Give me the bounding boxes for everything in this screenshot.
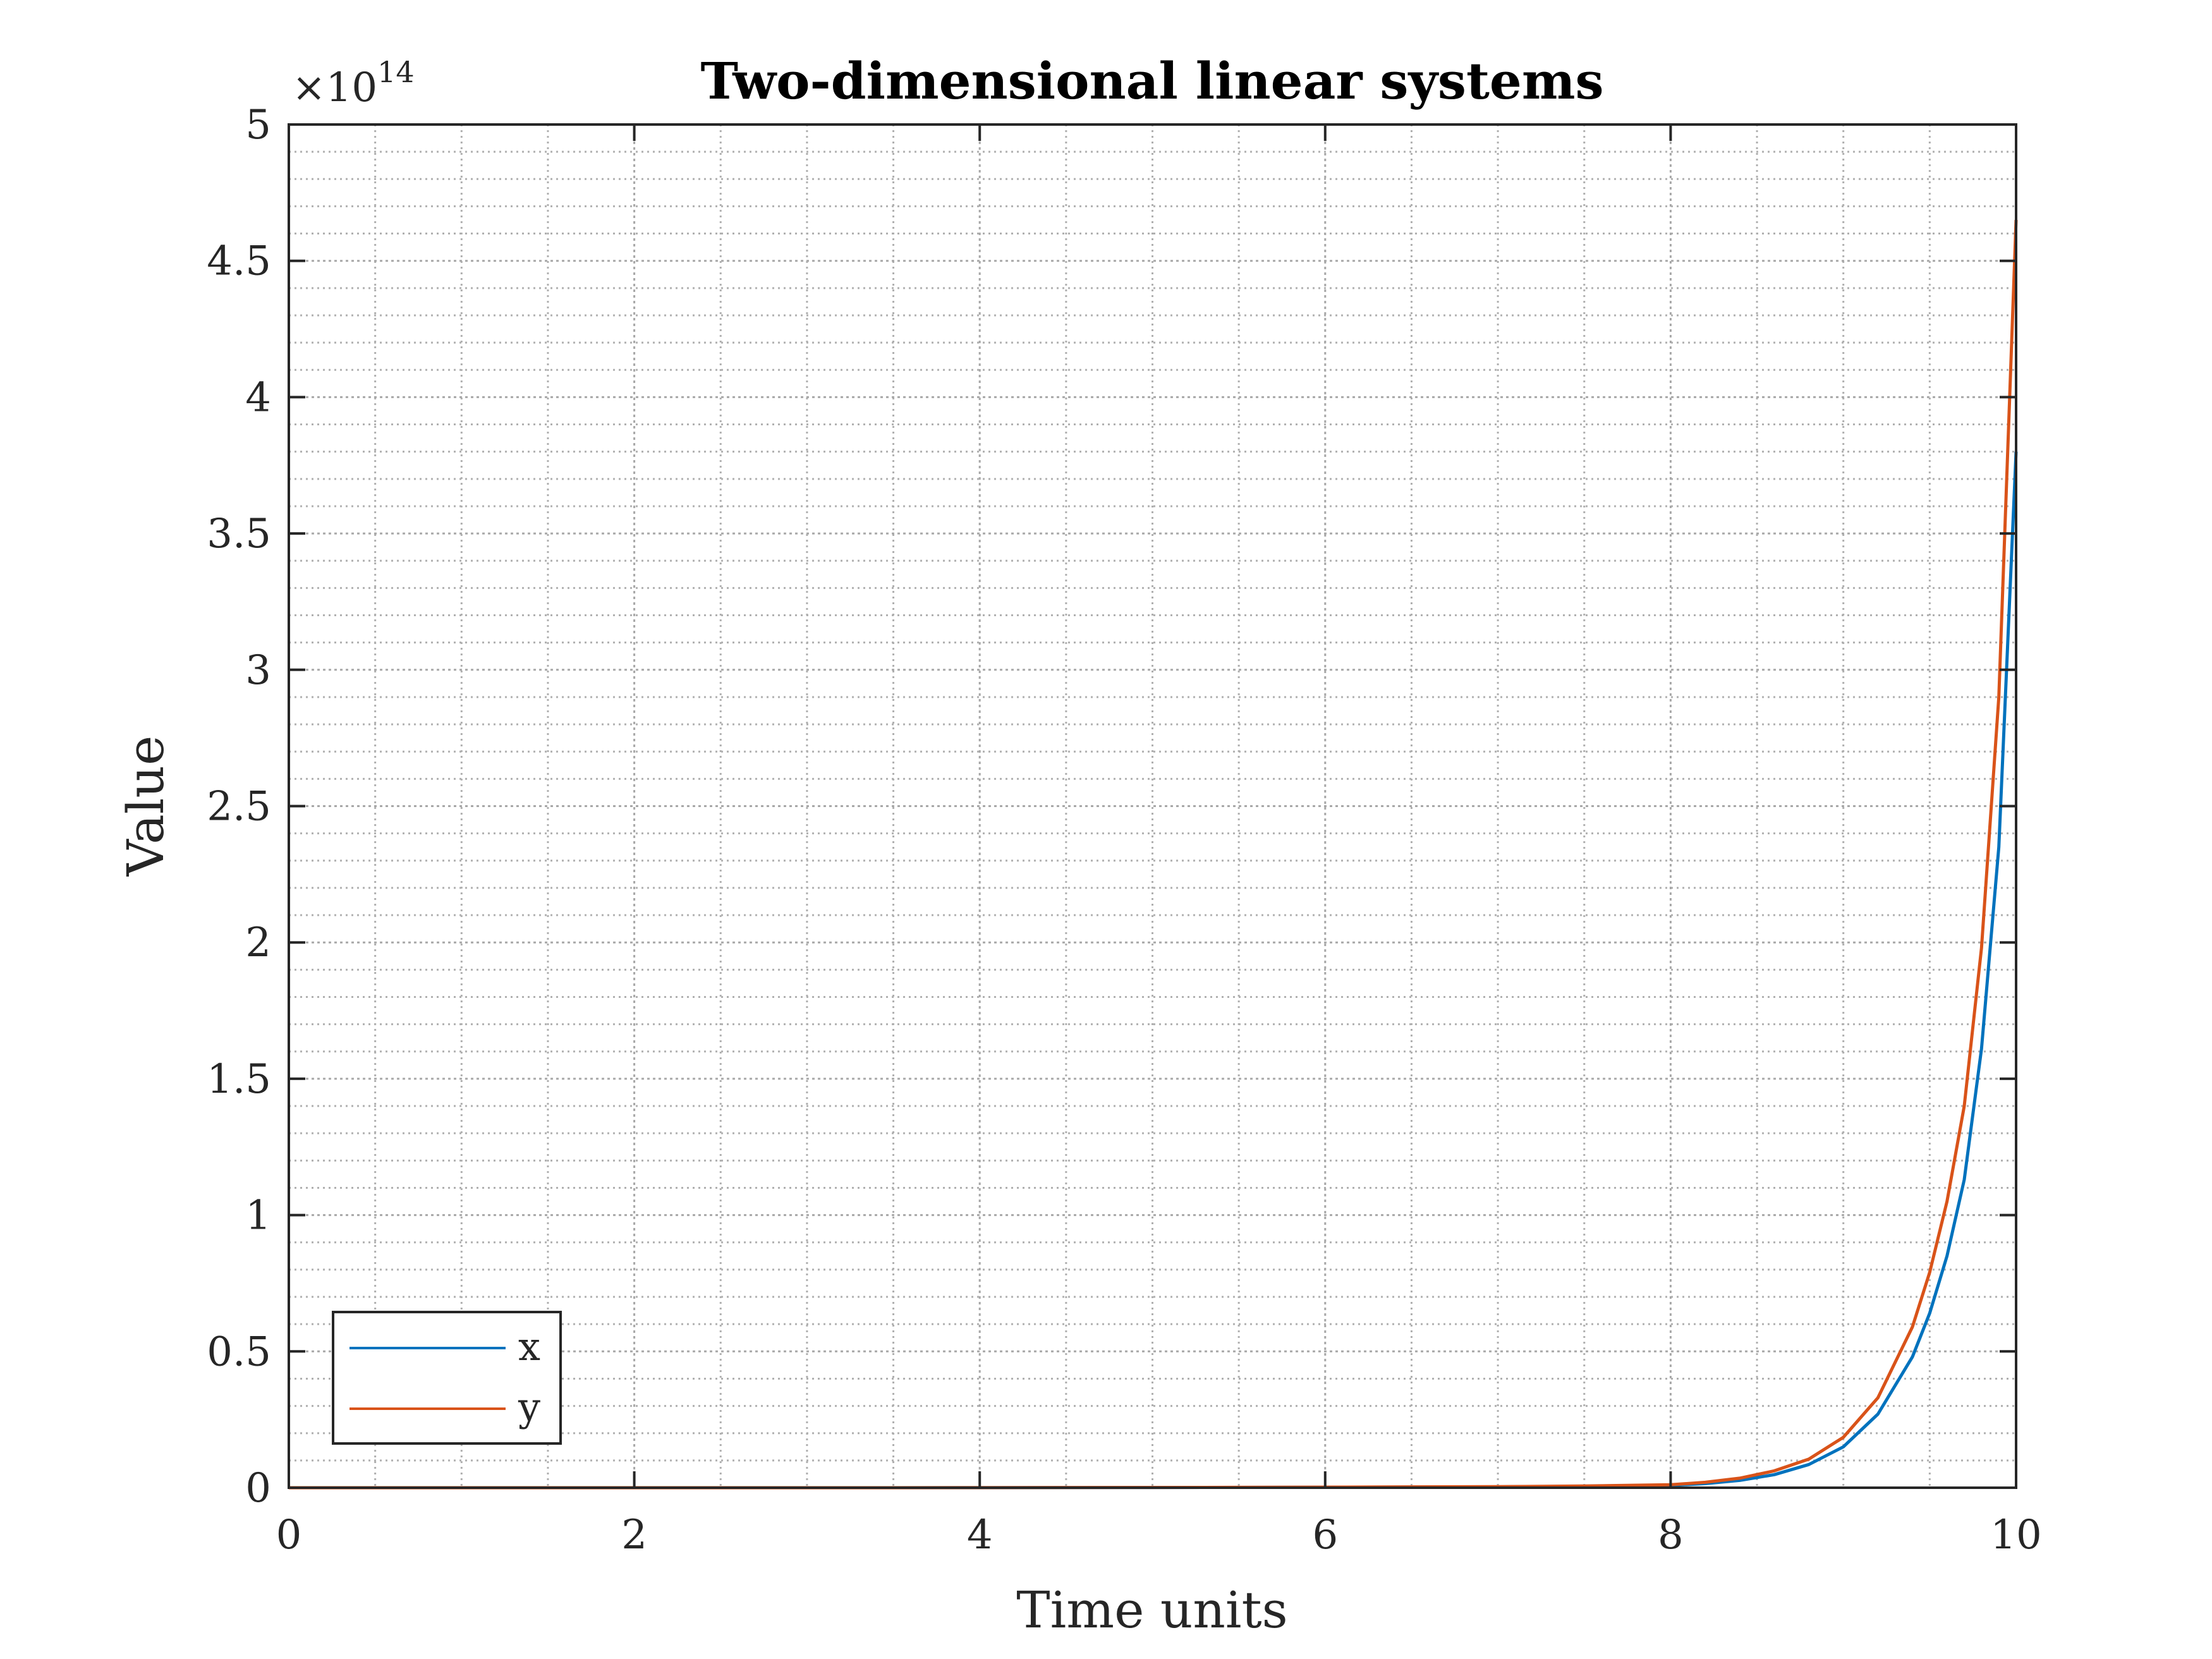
legend-label-y: y	[518, 1384, 540, 1430]
chart-title: Two-dimensional linear systems	[700, 51, 1603, 111]
x-tick-label: 4	[967, 1512, 993, 1559]
y-exponent-power: 14	[377, 55, 415, 89]
tick-marks	[288, 123, 2017, 1489]
y-tick-labels: 0 0.5 1 1.5 2 2.5 3 3.5 4 4.5 5	[207, 102, 271, 1512]
y-tick-label: 1.5	[207, 1056, 271, 1103]
y-tick-label: 0.5	[207, 1328, 271, 1375]
x-axis-label: Time units	[1016, 1581, 1287, 1639]
y-tick-label: 2	[245, 920, 271, 966]
y-tick-label: 1	[245, 1193, 271, 1239]
x-tick-label: 0	[276, 1512, 302, 1559]
y-tick-label: 5	[245, 102, 271, 149]
minor-grid	[289, 125, 2016, 1488]
y-tick-label: 3	[245, 647, 271, 694]
x-tick-labels: 0 2 4 6 8 10	[276, 1512, 2042, 1559]
y-exponent-label: ×1014	[292, 55, 415, 111]
x-tick-label: 10	[1990, 1512, 2041, 1559]
y-tick-label: 3.5	[207, 511, 271, 557]
y-axis-label: Value	[116, 736, 175, 877]
y-exponent-base: ×10	[292, 64, 377, 111]
x-tick-label: 8	[1658, 1512, 1684, 1559]
y-tick-label: 2.5	[207, 784, 271, 830]
x-tick-label: 2	[621, 1512, 647, 1559]
y-tick-label: 4.5	[207, 238, 271, 285]
x-tick-label: 6	[1312, 1512, 1338, 1559]
major-grid	[289, 125, 2016, 1488]
legend: x y	[332, 1311, 562, 1445]
y-tick-label: 4	[245, 374, 271, 421]
y-tick-label: 0	[245, 1465, 271, 1512]
legend-box	[332, 1311, 562, 1445]
legend-label-x: x	[518, 1323, 540, 1370]
